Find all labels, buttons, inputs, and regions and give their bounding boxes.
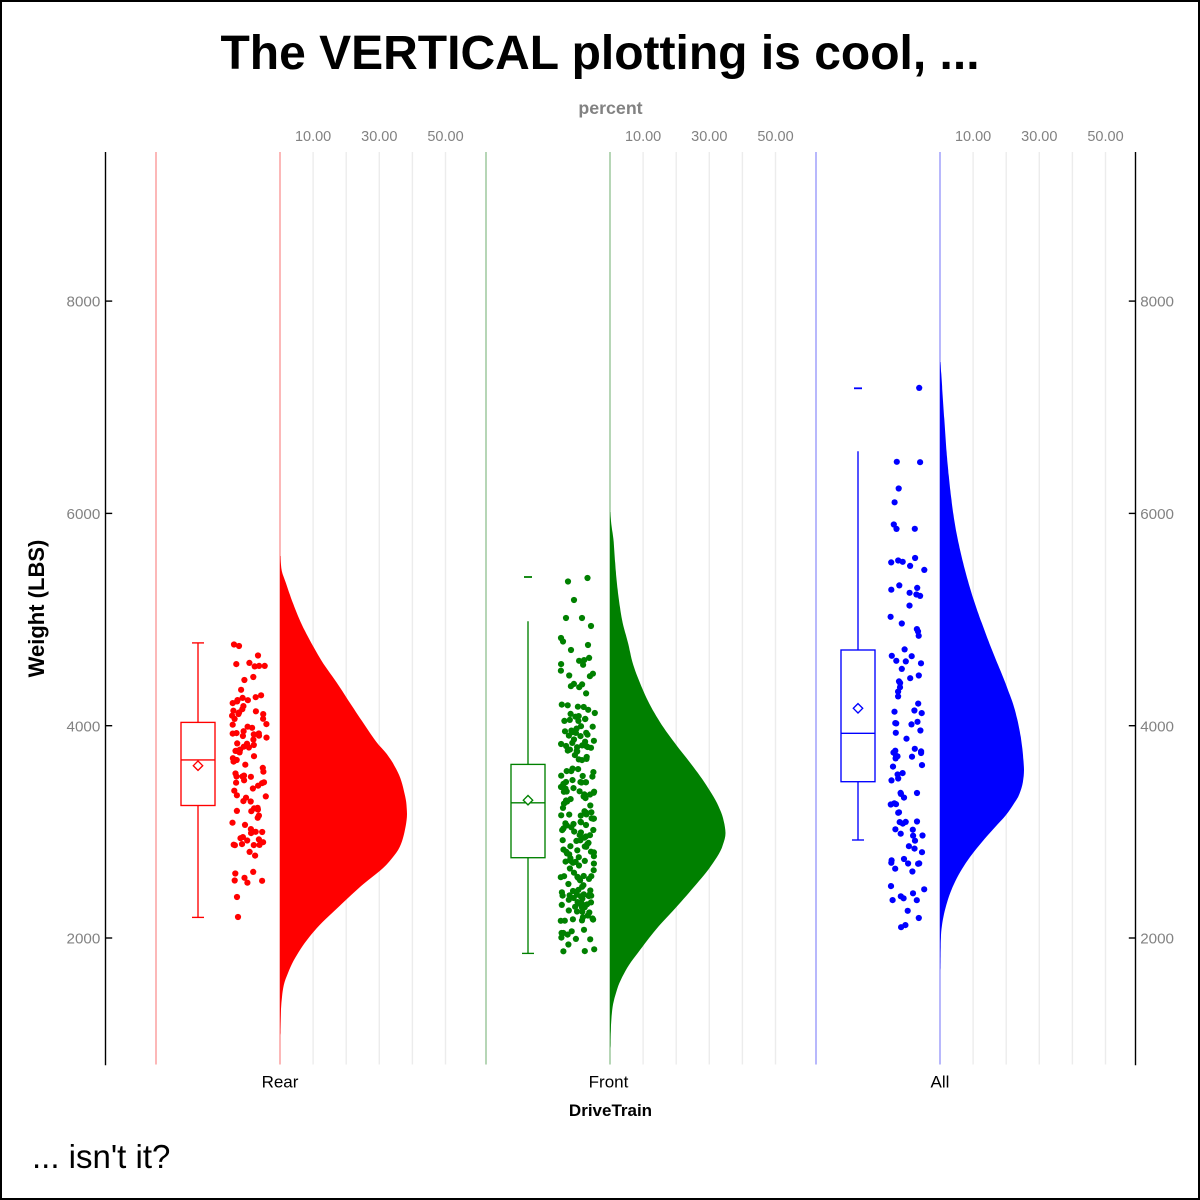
svg-text:10.00: 10.00 xyxy=(625,129,661,145)
svg-text:30.00: 30.00 xyxy=(1021,129,1057,145)
svg-text:Rear: Rear xyxy=(262,1072,299,1091)
svg-text:All: All xyxy=(931,1072,950,1091)
svg-text:Front: Front xyxy=(589,1072,629,1091)
svg-text:2000: 2000 xyxy=(1140,931,1174,948)
svg-text:30.00: 30.00 xyxy=(691,129,727,145)
svg-text:10.00: 10.00 xyxy=(955,129,991,145)
svg-text:2000: 2000 xyxy=(67,931,101,948)
svg-text:percent: percent xyxy=(578,98,642,118)
svg-text:The VERTICAL plotting is cool,: The VERTICAL plotting is cool, ... xyxy=(220,27,979,80)
svg-text:50.00: 50.00 xyxy=(757,129,793,145)
svg-text:4000: 4000 xyxy=(67,718,101,735)
svg-text:8000: 8000 xyxy=(67,294,101,311)
svg-text:4000: 4000 xyxy=(1140,718,1174,735)
svg-text:50.00: 50.00 xyxy=(1087,129,1123,145)
svg-text:6000: 6000 xyxy=(1140,506,1174,523)
svg-text:DriveTrain: DriveTrain xyxy=(569,1101,652,1120)
svg-text:30.00: 30.00 xyxy=(361,129,397,145)
svg-text:... isn't it?: ... isn't it? xyxy=(32,1138,170,1175)
svg-text:50.00: 50.00 xyxy=(427,129,463,145)
svg-text:Weight (LBS): Weight (LBS) xyxy=(24,540,49,678)
svg-text:10.00: 10.00 xyxy=(295,129,331,145)
svg-text:6000: 6000 xyxy=(67,506,101,523)
svg-text:8000: 8000 xyxy=(1140,294,1174,311)
